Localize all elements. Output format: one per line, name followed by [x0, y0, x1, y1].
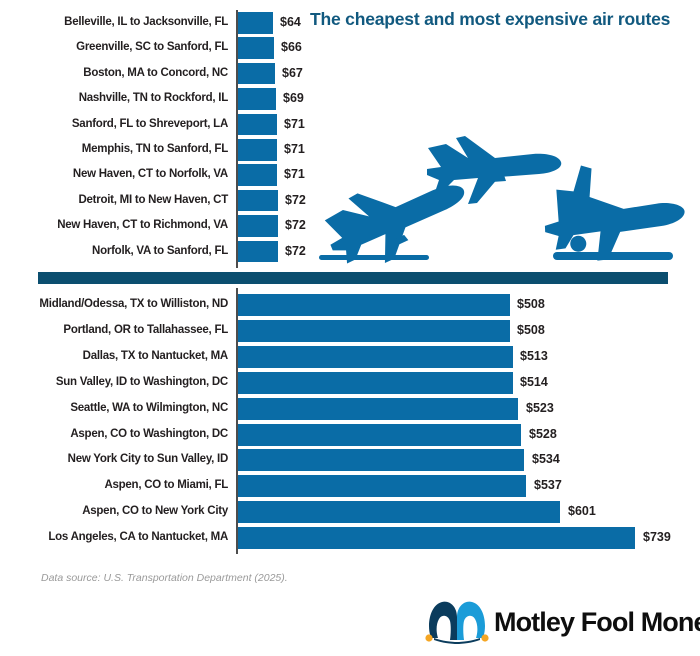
table-row: New Haven, CT to Norfolk, VA $71 — [0, 162, 700, 187]
route-value: $72 — [285, 243, 306, 258]
route-bar — [238, 113, 277, 136]
route-value: $72 — [285, 192, 306, 207]
route-value: $537 — [534, 478, 562, 493]
route-label: Aspen, CO to New York City — [82, 505, 228, 518]
route-label: Memphis, TN to Sanford, FL — [81, 143, 228, 155]
route-label: Sun Valley, ID to Washington, DC — [55, 375, 228, 388]
table-row: New Haven, CT to Richmond, VA $72 — [0, 213, 700, 238]
route-bar — [238, 215, 278, 237]
route-bar — [238, 449, 524, 472]
logo-wordmark: Motley Fool Money — [494, 606, 700, 637]
page-title: The cheapest and most expensive air rout… — [310, 9, 671, 29]
route-label: New Haven, CT to Richmond, VA — [57, 219, 228, 232]
table-row: Belleville, IL to Jacksonville, FL $64 — [0, 10, 700, 35]
table-row: Los Angeles, CA to Nantucket, MA $739 — [0, 525, 700, 551]
chart-axis-line — [236, 10, 238, 268]
route-value: $601 — [568, 504, 596, 519]
chart-cheapest-routes: Belleville, IL to Jacksonville, FL $64 G… — [0, 10, 700, 268]
route-bar — [238, 189, 278, 212]
route-label: Portland, OR to Tallahassee, FL — [63, 323, 228, 336]
table-row: Memphis, TN to Sanford, FL $71 — [0, 137, 700, 162]
route-label: Detroit, MI to New Haven, CT — [78, 193, 228, 206]
route-value: $513 — [520, 348, 548, 363]
route-value: $71 — [284, 167, 305, 182]
route-label: Nashville, TN to Rockford, IL — [78, 92, 229, 105]
route-label: Sanford, FL to Shreveport, LA — [71, 117, 228, 130]
route-bar — [238, 345, 513, 368]
table-row: Sun Valley, ID to Washington, DC $514 — [0, 370, 700, 396]
route-value: $528 — [529, 426, 557, 441]
route-bar — [238, 397, 518, 420]
route-bar — [238, 88, 276, 110]
route-value: $508 — [517, 322, 545, 337]
table-row: Portland, OR to Tallahassee, FL $508 — [0, 318, 700, 344]
route-label: New York City to Sun Valley, ID — [67, 453, 229, 466]
route-label: New Haven, CT to Norfolk, VA — [72, 168, 228, 181]
table-row: Detroit, MI to New Haven, CT $72 — [0, 188, 700, 213]
route-label: Aspen, CO to Miami, FL — [104, 479, 228, 492]
route-value: $534 — [532, 452, 560, 467]
table-row: Greenville, SC to Sanford, FL $66 — [0, 35, 700, 60]
route-bar — [238, 139, 277, 161]
route-label: Boston, MA to Concord, NC — [83, 66, 228, 79]
table-row: Sanford, FL to Shreveport, LA $71 — [0, 112, 700, 137]
route-bar — [238, 240, 278, 263]
motley-fool-money-logo: Motley Fool Money — [424, 597, 700, 647]
table-row: Seattle, WA to Wilmington, NC $523 — [0, 396, 700, 422]
route-bar — [238, 371, 513, 394]
route-label: Aspen, CO to Washington, DC — [70, 427, 228, 440]
table-row: Aspen, CO to New York City $601 — [0, 499, 700, 525]
route-bar — [238, 527, 635, 550]
route-value: $523 — [526, 400, 554, 415]
route-value: $69 — [283, 91, 304, 106]
chart-most-expensive-routes: Midland/Odessa, TX to Williston, ND $508… — [0, 288, 700, 554]
route-value: $66 — [281, 40, 302, 55]
table-row: Norfolk, VA to Sanford, FL $72 — [0, 239, 700, 264]
route-label: Dallas, TX to Nantucket, MA — [82, 349, 229, 362]
chart-axis-line — [236, 288, 238, 554]
table-row: Nashville, TN to Rockford, IL $69 — [0, 86, 700, 111]
route-bar — [238, 62, 275, 85]
route-label: Midland/Odessa, TX to Williston, ND — [39, 298, 228, 310]
route-bar — [238, 12, 273, 34]
route-bar — [238, 423, 521, 446]
route-bar — [238, 475, 526, 498]
route-bar — [238, 37, 274, 59]
route-bar — [238, 164, 277, 186]
route-label: Belleville, IL to Jacksonville, FL — [64, 16, 228, 28]
route-label: Norfolk, VA to Sanford, FL — [92, 244, 228, 257]
route-value: $508 — [517, 297, 545, 311]
route-value: $514 — [520, 374, 548, 389]
route-value: $71 — [284, 116, 305, 131]
route-bar — [238, 319, 510, 342]
table-row: Boston, MA to Concord, NC $67 — [0, 61, 700, 86]
route-bar — [238, 294, 510, 316]
table-row: Aspen, CO to Washington, DC $528 — [0, 422, 700, 448]
route-value: $739 — [643, 530, 671, 545]
route-label: Seattle, WA to Wilmington, NC — [70, 401, 228, 414]
jester-hat-icon — [425, 601, 489, 644]
route-label: Greenville, SC to Sanford, FL — [76, 41, 228, 54]
route-value: $72 — [285, 218, 306, 233]
table-row: New York City to Sun Valley, ID $534 — [0, 447, 700, 473]
section-divider — [38, 272, 668, 284]
route-value: $64 — [280, 15, 301, 29]
route-value: $71 — [284, 142, 305, 156]
route-bar — [238, 501, 560, 524]
table-row: Midland/Odessa, TX to Williston, ND $508 — [0, 292, 700, 318]
table-row: Dallas, TX to Nantucket, MA $513 — [0, 344, 700, 370]
route-value: $67 — [282, 65, 303, 80]
table-row: Aspen, CO to Miami, FL $537 — [0, 473, 700, 499]
route-label: Los Angeles, CA to Nantucket, MA — [48, 531, 228, 544]
data-source-note: Data source: U.S. Transportation Departm… — [41, 572, 288, 584]
